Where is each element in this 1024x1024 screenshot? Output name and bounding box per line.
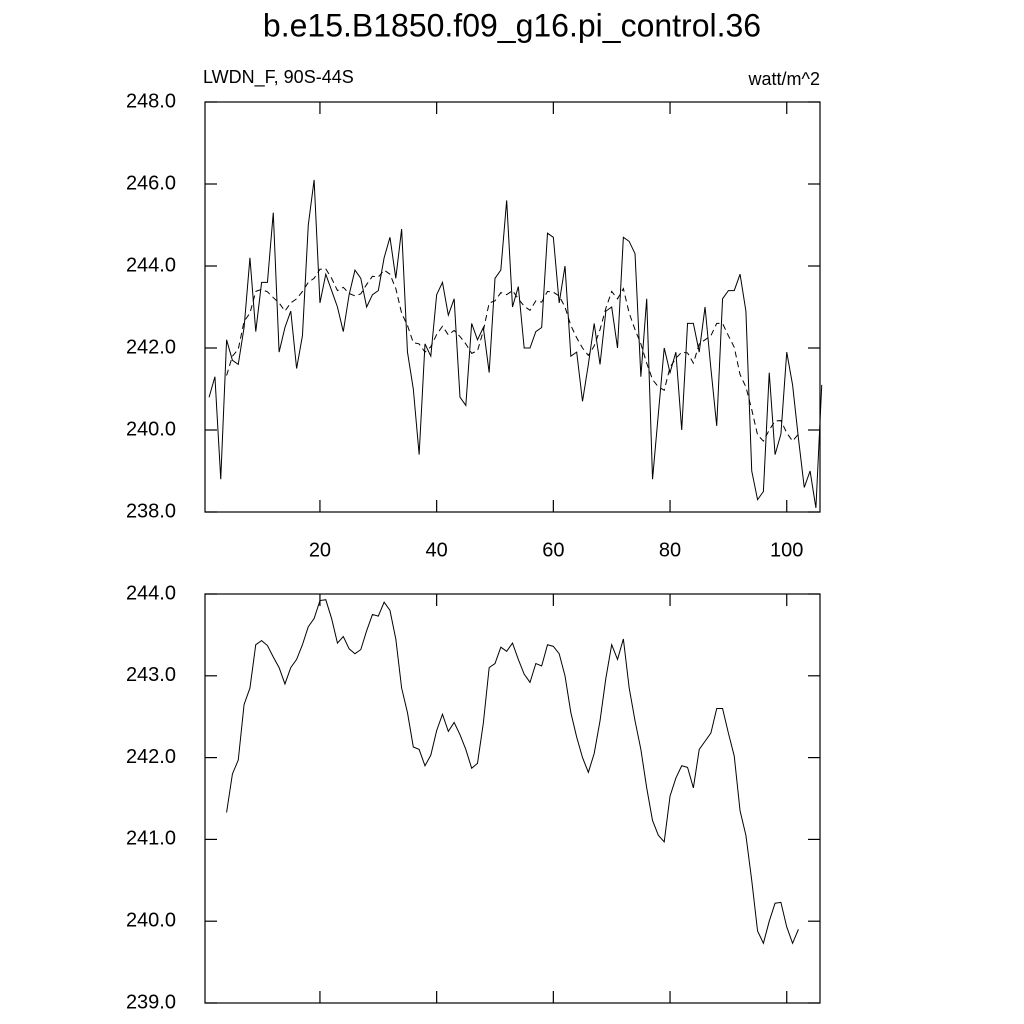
- y-tick-label: 244.0: [126, 582, 176, 604]
- y-tick-label: 246.0: [126, 172, 176, 194]
- y-tick-label: 240.0: [126, 909, 176, 931]
- x-tick-label: 80: [659, 539, 681, 561]
- x-tick-label: 100: [770, 539, 803, 561]
- data-line: [208, 179, 823, 508]
- chart-title: b.e15.B1850.f09_g16.pi_control.36: [263, 7, 761, 43]
- y-tick-label: 241.0: [126, 828, 176, 850]
- y-tick-label: 248.0: [126, 90, 176, 112]
- dashed-line: [226, 268, 799, 442]
- y-tick-label: 244.0: [126, 254, 176, 276]
- data-line: [226, 599, 799, 945]
- y-tick-label: 242.0: [126, 746, 176, 768]
- y-tick-label: 243.0: [126, 664, 176, 686]
- y-tick-label: 242.0: [126, 336, 176, 358]
- plot-frame: [204, 593, 821, 1004]
- y-tick-label: 240.0: [126, 418, 176, 440]
- units-label: watt/m^2: [748, 69, 820, 89]
- left-string: LWDN_F, 90S-44S: [203, 67, 354, 88]
- x-tick-label: 60: [542, 539, 564, 561]
- y-tick-label: 238.0: [126, 500, 176, 522]
- y-tick-label: 239.0: [126, 991, 176, 1013]
- x-tick-label: 40: [426, 539, 448, 561]
- x-tick-label: 20: [309, 539, 331, 561]
- plot-frame: [204, 101, 821, 513]
